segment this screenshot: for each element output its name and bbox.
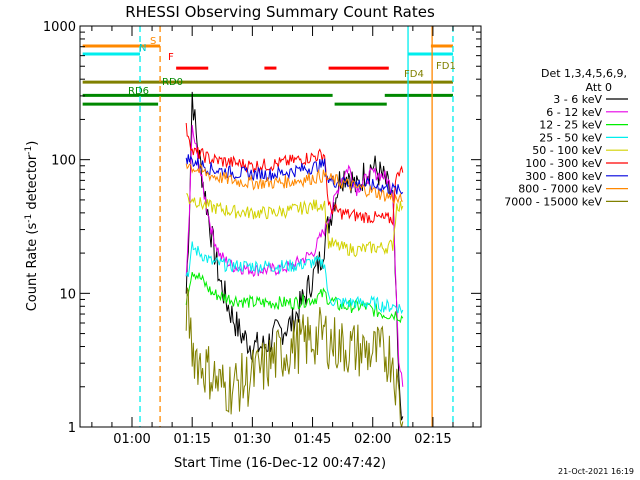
legend-label: 6 - 12 keV xyxy=(546,106,602,119)
legend-label: 3 - 6 keV xyxy=(553,93,602,106)
vertical-lines xyxy=(139,26,454,427)
y-tick-label: 1 xyxy=(68,421,76,436)
series-line xyxy=(185,287,404,428)
legend-label: 100 - 300 keV xyxy=(525,157,602,170)
legend-label: 50 - 100 keV xyxy=(532,144,602,157)
x-tick-label: 02:00 xyxy=(354,432,391,447)
legend-label: 25 - 50 keV xyxy=(539,131,602,144)
series-line xyxy=(185,154,404,195)
x-axis-label: Start Time (16-Dec-12 00:47:42) xyxy=(174,456,386,471)
flag-label-rd6: RD6 xyxy=(128,86,149,97)
y-axis-label-sup1: -1 xyxy=(24,214,34,223)
y-tick-label: 10 xyxy=(59,287,76,302)
legend-label: 800 - 7000 keV xyxy=(518,183,602,196)
x-axis-ticks: 01:00 01:15 01:30 01:45 02:00 02:15 xyxy=(91,26,474,447)
series-line xyxy=(185,241,404,315)
y-axis-label: Count Rate (s-1 detector-1) xyxy=(24,141,40,312)
flag-label-n: N xyxy=(139,43,146,54)
series-line xyxy=(186,193,404,258)
series-line xyxy=(185,122,404,226)
y-axis-label-sup2: -1 xyxy=(24,146,34,155)
x-tick-label: 01:30 xyxy=(234,432,271,447)
flag-label-fd1: FD1 xyxy=(436,61,456,72)
chart-title: RHESSI Observing Summary Count Rates xyxy=(125,3,435,21)
x-tick-label: 02:15 xyxy=(414,432,451,447)
y-axis-ticks: 1 10 100 1000 xyxy=(43,20,481,436)
flag-label-fd4: FD4 xyxy=(404,69,424,80)
y-axis-label-main: Count Rate (s xyxy=(25,223,40,312)
x-tick-label: 01:45 xyxy=(294,432,331,447)
flag-label-f: F xyxy=(168,52,174,63)
x-tick-label: 01:00 xyxy=(113,432,150,447)
legend-label: 7000 - 15000 keV xyxy=(504,195,602,208)
y-tick-label: 100 xyxy=(51,154,76,169)
y-axis-label-mid: detector xyxy=(25,154,40,214)
flag-label-s: S xyxy=(150,36,156,47)
y-axis-label-end: ) xyxy=(25,141,40,146)
plot-frame xyxy=(79,25,482,428)
flag-bars xyxy=(82,44,453,106)
footer-date: 21-Oct-2021 16:19 xyxy=(558,467,634,476)
legend-label: 300 - 800 keV xyxy=(525,170,602,183)
series-line xyxy=(185,163,403,205)
legend-header-1: Det 1,3,4,5,6,9, xyxy=(541,67,627,80)
y-tick-label: 1000 xyxy=(43,20,76,35)
legend-header-2: Att 0 xyxy=(586,81,612,94)
flag-label-rd0: RD0 xyxy=(162,77,183,88)
x-tick-label: 01:15 xyxy=(173,432,210,447)
series-group xyxy=(185,91,404,428)
legend-label: 12 - 25 keV xyxy=(539,119,602,132)
series-line xyxy=(185,125,404,387)
